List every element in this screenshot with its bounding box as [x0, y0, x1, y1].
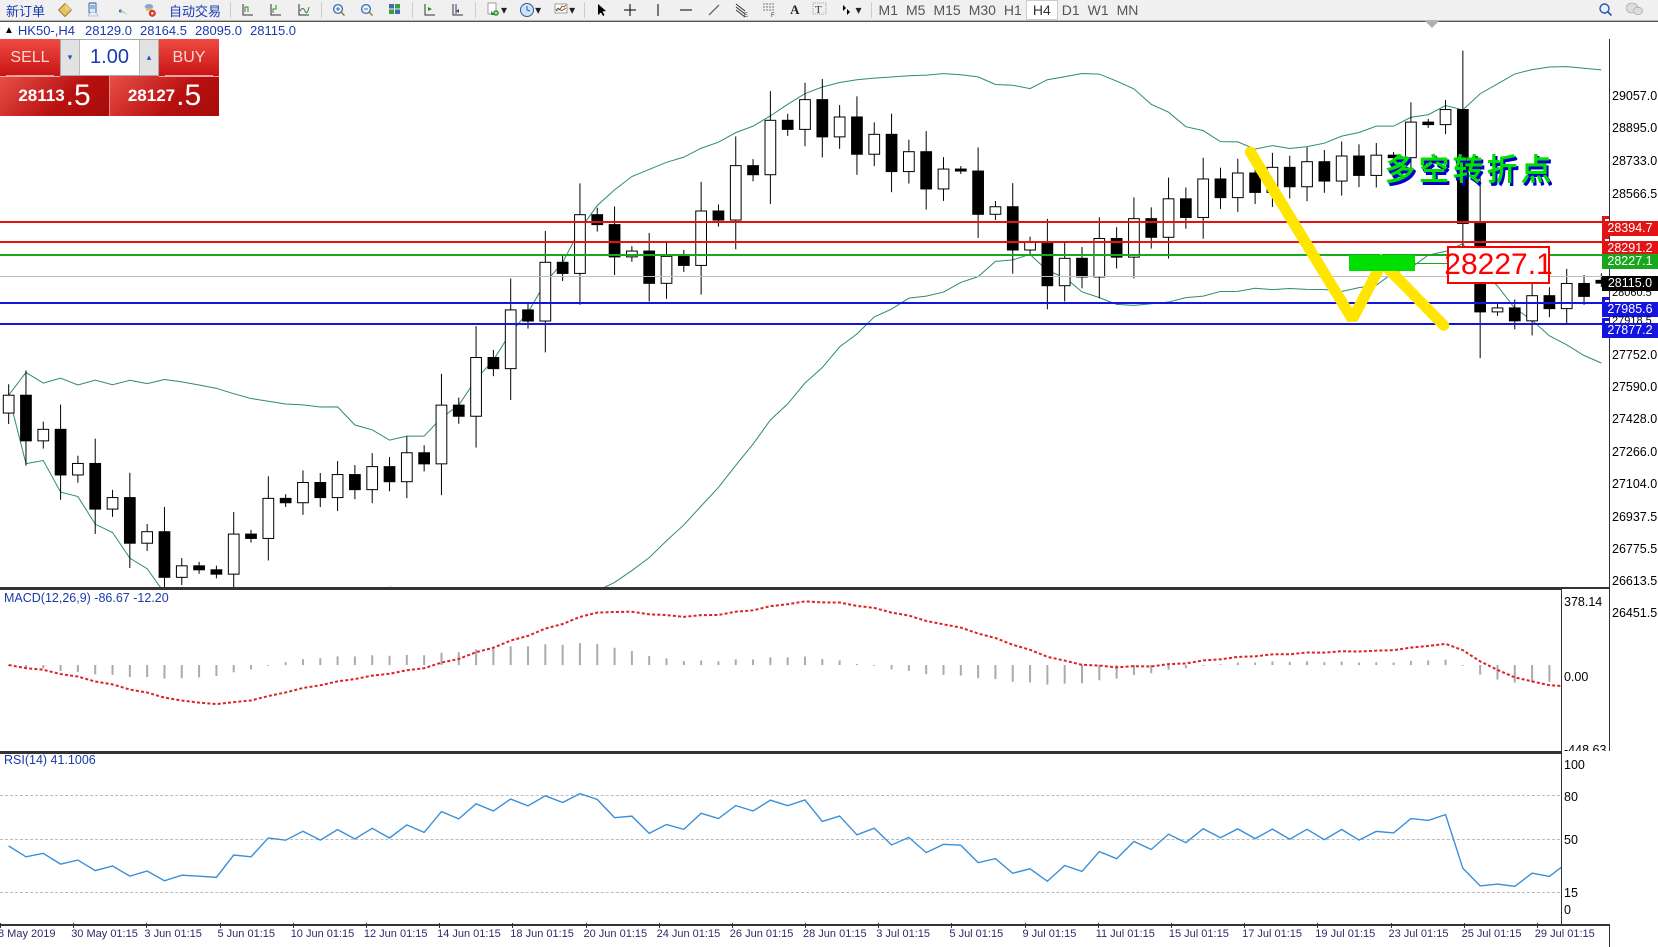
- svg-text:F: F: [771, 13, 775, 18]
- svg-text:E: E: [744, 13, 748, 18]
- svg-text:T: T: [815, 4, 822, 16]
